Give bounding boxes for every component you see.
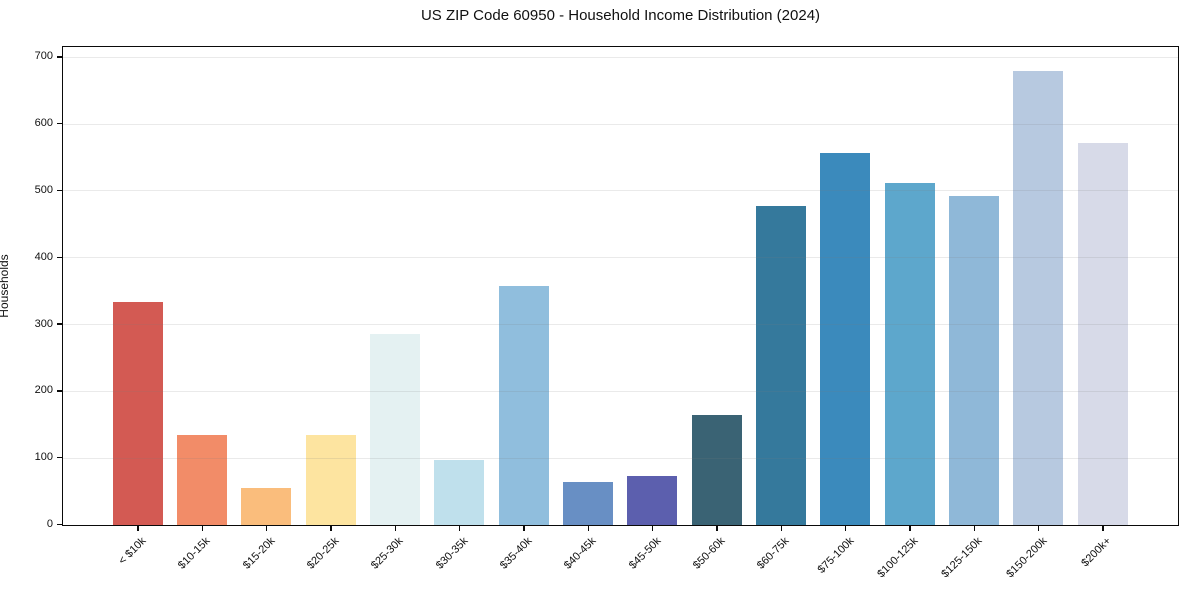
y-tick-label-700: 700 xyxy=(34,50,53,63)
y-tick-label-200: 200 xyxy=(34,384,53,397)
bar-200k xyxy=(1077,142,1128,525)
x-tick-mark-2 xyxy=(265,526,268,531)
gridline-500 xyxy=(63,190,1178,192)
x-tick-mark-4 xyxy=(394,526,397,531)
gridline-200 xyxy=(63,390,1178,392)
x-tick-mark-10 xyxy=(780,526,783,531)
x-tick-mark-14 xyxy=(1037,526,1040,531)
bar-75-100k xyxy=(820,152,871,525)
y-tick-mark-500 xyxy=(57,189,62,192)
x-tick-mark-1 xyxy=(201,526,204,531)
gridline-300 xyxy=(63,324,1178,326)
y-tick-label-600: 600 xyxy=(34,117,53,130)
bar-45-50k xyxy=(627,475,678,525)
x-tick-mark-9 xyxy=(716,526,718,531)
y-axis-label-text: Households xyxy=(0,254,11,318)
x-tick-mark-7 xyxy=(587,526,590,531)
bar-30-35k xyxy=(434,459,485,525)
y-tick-label-500: 500 xyxy=(34,183,53,196)
gridline-700 xyxy=(63,56,1178,58)
bar-15-20k xyxy=(241,488,292,525)
bar-150-200k xyxy=(1013,70,1064,525)
bar-10k xyxy=(112,301,163,525)
gridline-100 xyxy=(63,457,1178,459)
x-tick-mark-0 xyxy=(137,526,139,531)
x-tick-mark-11 xyxy=(844,526,847,531)
x-tick-mark-13 xyxy=(973,526,976,531)
y-tick-mark-400 xyxy=(57,256,62,258)
y-tick-mark-300 xyxy=(57,323,62,325)
bar-60-75k xyxy=(755,206,806,525)
y-tick-label-400: 400 xyxy=(34,250,53,263)
y-tick-mark-0 xyxy=(57,523,62,526)
bar-20-25k xyxy=(305,434,356,525)
bar-50-60k xyxy=(691,414,742,525)
y-tick-mark-200 xyxy=(57,390,62,392)
gridline-600 xyxy=(63,123,1178,125)
x-tick-mark-6 xyxy=(523,526,525,531)
plot-area xyxy=(62,46,1179,526)
x-tick-mark-3 xyxy=(330,526,332,531)
bar-125-150k xyxy=(948,196,999,525)
x-tick-mark-15 xyxy=(1102,526,1104,531)
x-tick-label-0: < $10k xyxy=(116,535,149,568)
y-tick-label-300: 300 xyxy=(34,317,53,330)
bar-40-45k xyxy=(562,482,613,525)
y-tick-label-100: 100 xyxy=(34,451,53,464)
bar-25-30k xyxy=(369,333,420,525)
bar-100-125k xyxy=(884,182,935,525)
x-tick-mark-8 xyxy=(651,526,654,531)
x-tick-mark-12 xyxy=(909,526,911,531)
y-tick-label-0: 0 xyxy=(46,518,53,530)
bar-35-40k xyxy=(498,285,549,525)
chart-title: US ZIP Code 60950 - Household Income Dis… xyxy=(420,7,821,24)
gridline-400 xyxy=(63,257,1178,259)
bar-10-15k xyxy=(176,434,227,525)
x-tick-mark-5 xyxy=(458,526,461,531)
y-tick-mark-700 xyxy=(57,56,62,58)
y-tick-mark-100 xyxy=(57,456,62,459)
y-tick-mark-600 xyxy=(57,122,62,125)
